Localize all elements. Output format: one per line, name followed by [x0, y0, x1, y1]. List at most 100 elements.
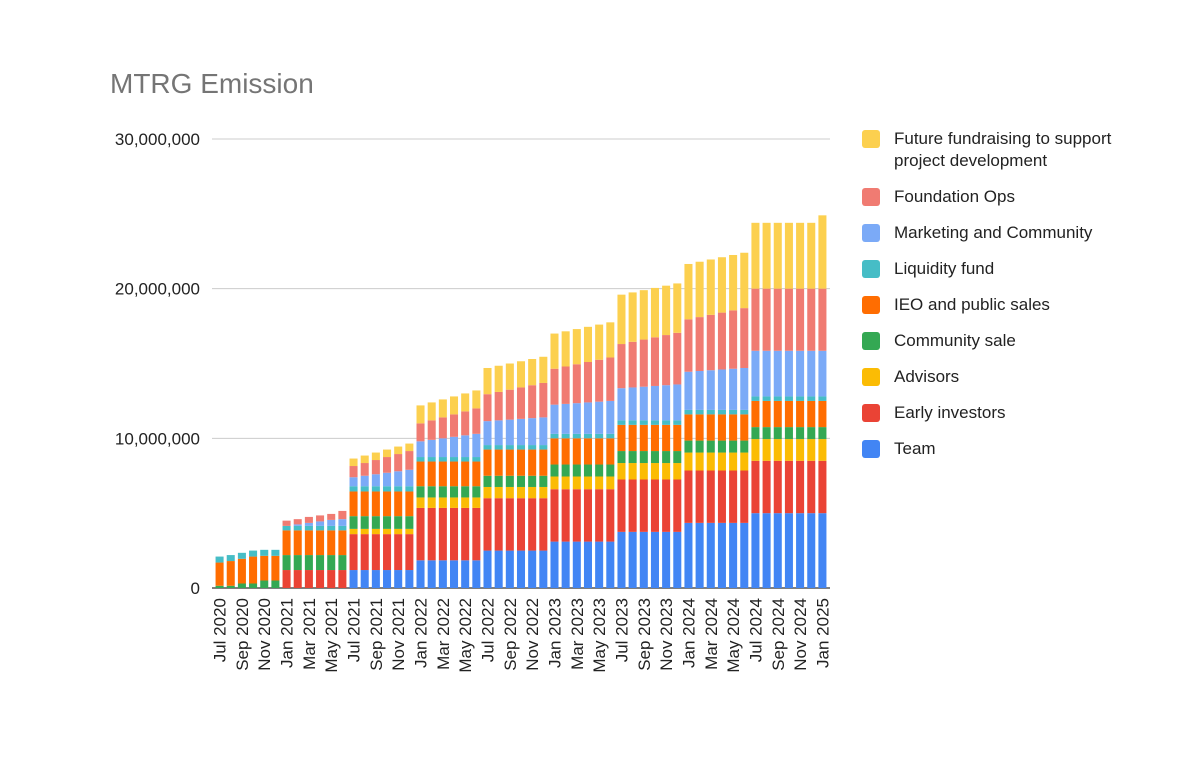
bar-segment: [226, 555, 235, 562]
bar-segment: [550, 404, 559, 434]
bar-segment: [695, 261, 704, 318]
legend-label: Future fundraising to support project de…: [894, 129, 1112, 170]
bar-segment: [617, 424, 626, 452]
legend-swatch: [862, 224, 880, 242]
bar-segment: [639, 463, 648, 480]
x-tick-label: Nov 2023: [657, 598, 676, 671]
bar-segment: [706, 370, 715, 410]
bar-segment: [461, 507, 470, 561]
bar-segment: [516, 387, 526, 419]
bar-segment: [784, 513, 793, 588]
bar-segment: [773, 350, 782, 397]
bar-segment: [327, 570, 336, 588]
bar-segment: [539, 356, 548, 383]
bar-segment: [818, 460, 827, 514]
bar-segment: [572, 438, 581, 465]
bar-segment: [483, 445, 492, 450]
bar-stack: [271, 549, 280, 588]
bar-segment: [662, 420, 671, 425]
bar-segment: [818, 396, 827, 401]
bar-segment: [650, 420, 659, 425]
bar-segment: [673, 424, 682, 452]
bar-segment: [784, 222, 793, 289]
bar-stack: [751, 222, 760, 588]
bar-stack: [461, 393, 470, 588]
bar-segment: [650, 337, 659, 386]
bar-stack: [583, 326, 593, 588]
legend-swatch: [862, 368, 880, 386]
bar-segment: [550, 476, 559, 490]
legend-label: Team: [894, 439, 936, 458]
bar-stack: [215, 556, 224, 588]
bar-segment: [237, 558, 246, 584]
bar-segment: [818, 427, 827, 440]
bar-stack: [796, 222, 805, 588]
bar-segment: [650, 424, 659, 452]
bar-segment: [371, 516, 380, 529]
x-axis-ticks: Jul 2020 Sep 2020 Nov 2020 Jan 2021 Mar 2021…: [211, 598, 833, 673]
bar-segment: [349, 458, 358, 467]
bar-segment: [505, 419, 514, 446]
bar-segment: [528, 486, 537, 499]
bar-segment: [784, 400, 793, 428]
bar-segment: [282, 520, 291, 526]
bar-segment: [282, 570, 291, 588]
bar-segment: [595, 464, 604, 477]
bar-segment: [729, 522, 738, 588]
bar-stack: [282, 520, 291, 588]
bar-stack: [673, 283, 682, 588]
bar-segment: [762, 396, 771, 401]
bar-segment: [606, 489, 615, 542]
bar-stack: [494, 365, 503, 588]
bar-segment: [818, 513, 827, 588]
bar-segment: [650, 451, 659, 464]
bar-segment: [595, 401, 604, 434]
bar-segment: [595, 324, 604, 360]
bar-segment: [606, 400, 615, 434]
bar-segment: [483, 486, 492, 499]
bar-segment: [438, 497, 447, 508]
legend-swatch: [862, 260, 880, 278]
bar-segment: [516, 449, 526, 476]
bar-segment: [472, 486, 481, 498]
bar-segment: [617, 388, 626, 421]
bar-segment: [260, 580, 269, 588]
bar-segment: [449, 486, 459, 498]
bar-segment: [561, 433, 570, 439]
bar-segment: [304, 525, 313, 531]
bar-segment: [706, 452, 715, 471]
bar-segment: [706, 440, 715, 453]
bar-segment: [550, 333, 559, 369]
bar-segment: [349, 491, 358, 517]
bar-stack: [249, 550, 258, 588]
x-tick-label: May 2023: [590, 598, 609, 673]
bar-segment: [595, 359, 604, 402]
bar-segment: [583, 476, 593, 490]
bar-segment: [249, 583, 258, 588]
bar-segment: [818, 288, 827, 351]
bar-segment: [461, 457, 470, 462]
bar-segment: [773, 439, 782, 461]
bar-segment: [729, 254, 738, 311]
bar-stack: [706, 259, 715, 588]
bar-segment: [796, 350, 805, 397]
bar-segment: [438, 457, 447, 462]
bar-segment: [807, 460, 816, 514]
legend-label: Advisors: [894, 367, 960, 386]
bar-segment: [539, 417, 548, 446]
bar-segment: [706, 522, 715, 588]
bar-stack: [260, 549, 269, 588]
bar-segment: [349, 528, 358, 535]
bar-segment: [438, 560, 447, 588]
bar-segment: [316, 570, 325, 588]
bar-segment: [461, 435, 470, 458]
legend-swatch: [862, 404, 880, 422]
bar-segment: [684, 371, 693, 410]
bar-segment: [438, 417, 447, 439]
bar-stack: [561, 331, 570, 588]
bar-stack: [628, 292, 637, 588]
bar-segment: [427, 497, 436, 508]
bar-segment: [628, 420, 637, 425]
bar-segment: [773, 427, 782, 440]
